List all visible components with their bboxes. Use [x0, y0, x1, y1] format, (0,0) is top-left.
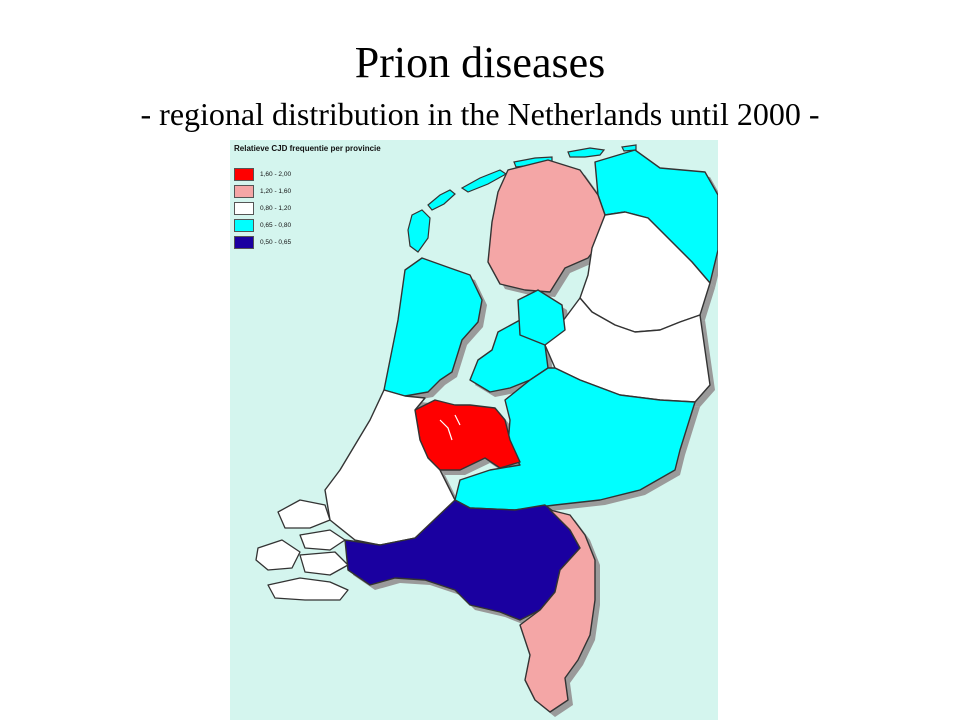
map-legend: Relatieve CJD frequentie per provincie 1…	[234, 144, 434, 251]
island-vlieland	[427, 189, 456, 211]
province-flevoland-noordoostpolder	[517, 289, 566, 346]
legend-label: 1,60 - 2,00	[260, 170, 292, 178]
utrecht-detail	[439, 414, 461, 441]
netherlands-map	[230, 140, 718, 720]
legend-label: 0,80 - 1,20	[260, 204, 292, 212]
legend-item: 0,65 - 0,80	[234, 217, 434, 233]
slide-subtitle: - regional distribution in the Netherlan…	[140, 96, 820, 132]
legend-swatch	[234, 235, 254, 249]
province-limburg	[519, 509, 596, 713]
zeeland-islands	[255, 499, 349, 601]
legend-swatch	[234, 218, 254, 232]
legend-label: 0,50 - 0,65	[260, 238, 292, 246]
zeeland-walcheren	[255, 539, 301, 571]
legend-swatch	[234, 167, 254, 181]
legend-swatch	[234, 184, 254, 198]
legend-title: Relatieve CJD frequentie per provincie	[234, 144, 381, 153]
legend-item: 0,50 - 0,65	[234, 234, 434, 250]
legend-item: 0,80 - 1,20	[234, 200, 434, 216]
zeeland-schouwen	[277, 499, 331, 529]
legend-item: 1,60 - 2,00	[234, 166, 434, 182]
provinces	[324, 149, 718, 713]
island-schiermonnikoog	[567, 147, 606, 158]
zeeland-noord-beveland	[299, 529, 346, 551]
slide-title: Prion diseases	[354, 38, 606, 87]
zeeland-vlaanderen	[267, 577, 349, 601]
province-friesland	[487, 159, 606, 293]
legend-label: 0,65 - 0,80	[260, 221, 292, 229]
legend-label: 1,20 - 1,60	[260, 187, 292, 195]
wadden-islands	[407, 144, 637, 253]
province-noord-holland	[383, 257, 483, 397]
legend-item: 1,20 - 1,60	[234, 183, 434, 199]
legend-swatch	[234, 201, 254, 215]
zeeland-zuid-beveland	[299, 551, 349, 576]
island-texel	[407, 209, 431, 253]
